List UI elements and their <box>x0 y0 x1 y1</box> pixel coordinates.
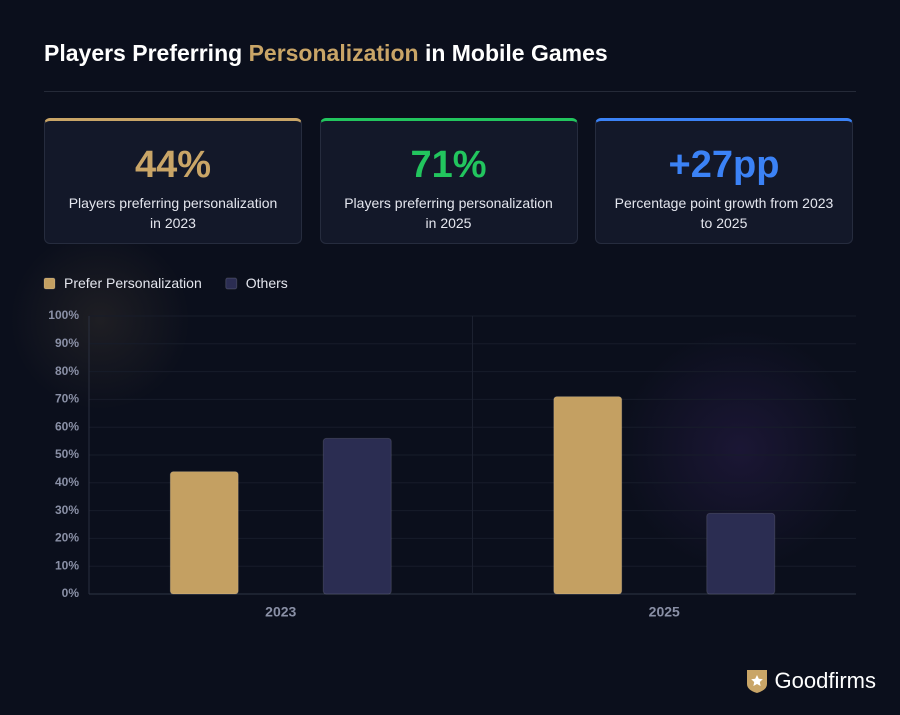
y-tick-label: 70% <box>55 392 79 406</box>
stat-card: 71% Players preferring personalization in… <box>319 118 578 244</box>
brand-icon <box>746 670 767 693</box>
stat-card: 44% Players preferring personalization in… <box>44 118 302 244</box>
legend-label: Prefer Personalization <box>64 275 202 291</box>
stat-card: +27pp Percentage point growth from 2023 t… <box>595 118 853 244</box>
stat-value: +27pp <box>668 144 780 186</box>
bar <box>706 512 776 595</box>
stat-label: Players preferring personalization in 20… <box>344 195 553 231</box>
y-tick-label: 0% <box>62 586 80 600</box>
stat-value: 44% <box>134 144 212 186</box>
divider <box>44 91 856 92</box>
title-highlight: Personalization <box>248 40 419 66</box>
y-tick-label: 40% <box>55 475 79 489</box>
bar <box>322 437 392 595</box>
brand: Goodfirms <box>745 668 876 694</box>
stat-label: Players preferring personalization in 20… <box>68 195 278 231</box>
legend-swatch <box>43 277 56 290</box>
title-text: in Mobile Games <box>424 40 608 66</box>
title: Players Preferring Personalization in Mo… <box>44 40 608 67</box>
legend-swatch <box>225 277 238 290</box>
bar <box>553 396 623 595</box>
y-tick-label: 90% <box>55 336 79 350</box>
y-tick-label: 10% <box>55 558 79 572</box>
y-tick-label: 20% <box>55 531 79 545</box>
stat-value: 71% <box>410 144 487 186</box>
y-tick-label: 60% <box>55 419 79 433</box>
y-tick-label: 80% <box>55 364 79 378</box>
y-tick-label: 50% <box>55 447 79 461</box>
chart: Prefer Personalization Others 0% 10% 20% 30% 4… <box>43 275 856 620</box>
stat-label: Percentage point growth from 2023 to 202… <box>614 195 834 231</box>
title-text: Players Preferring <box>44 40 243 66</box>
x-tick-label: 2023 <box>265 604 296 620</box>
y-tick-label: 30% <box>55 503 79 517</box>
x-tick-label: 2025 <box>649 604 680 620</box>
y-tick-label: 100% <box>48 308 79 322</box>
brand-name: Goodfirms <box>774 668 876 693</box>
bar <box>169 471 239 595</box>
legend-label: Others <box>246 275 288 291</box>
